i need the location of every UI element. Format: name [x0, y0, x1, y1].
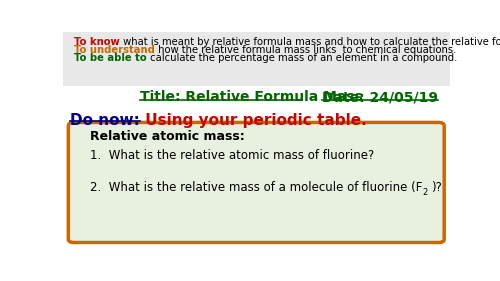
FancyBboxPatch shape: [62, 31, 450, 86]
Text: To be able to: To be able to: [74, 53, 147, 63]
Text: Do now:: Do now:: [70, 113, 140, 128]
Text: 2.  What is the relative mass of a molecule of fluorine (F: 2. What is the relative mass of a molecu…: [90, 181, 422, 194]
Text: To know: To know: [74, 37, 120, 47]
Text: Title: Relative Formula Mass: Title: Relative Formula Mass: [140, 90, 363, 105]
FancyBboxPatch shape: [68, 123, 444, 243]
Text: Using your periodic table.: Using your periodic table.: [140, 113, 367, 128]
Text: what is meant by relative formula mass and how to calculate the relative formula: what is meant by relative formula mass a…: [120, 37, 500, 47]
Text: Date: 24/05/19: Date: 24/05/19: [322, 90, 438, 105]
Text: Relative atomic mass:: Relative atomic mass:: [90, 130, 244, 143]
Text: 2: 2: [422, 188, 428, 197]
Text: calculate the percentage mass of an element in a compound.: calculate the percentage mass of an elem…: [147, 53, 457, 63]
Text: To understand: To understand: [74, 45, 155, 55]
Text: how the relative formula mass links  to chemical equations.: how the relative formula mass links to c…: [155, 45, 456, 55]
Text: 1.  What is the relative atomic mass of fluorine?: 1. What is the relative atomic mass of f…: [90, 149, 374, 162]
Text: )?: )?: [430, 181, 442, 194]
